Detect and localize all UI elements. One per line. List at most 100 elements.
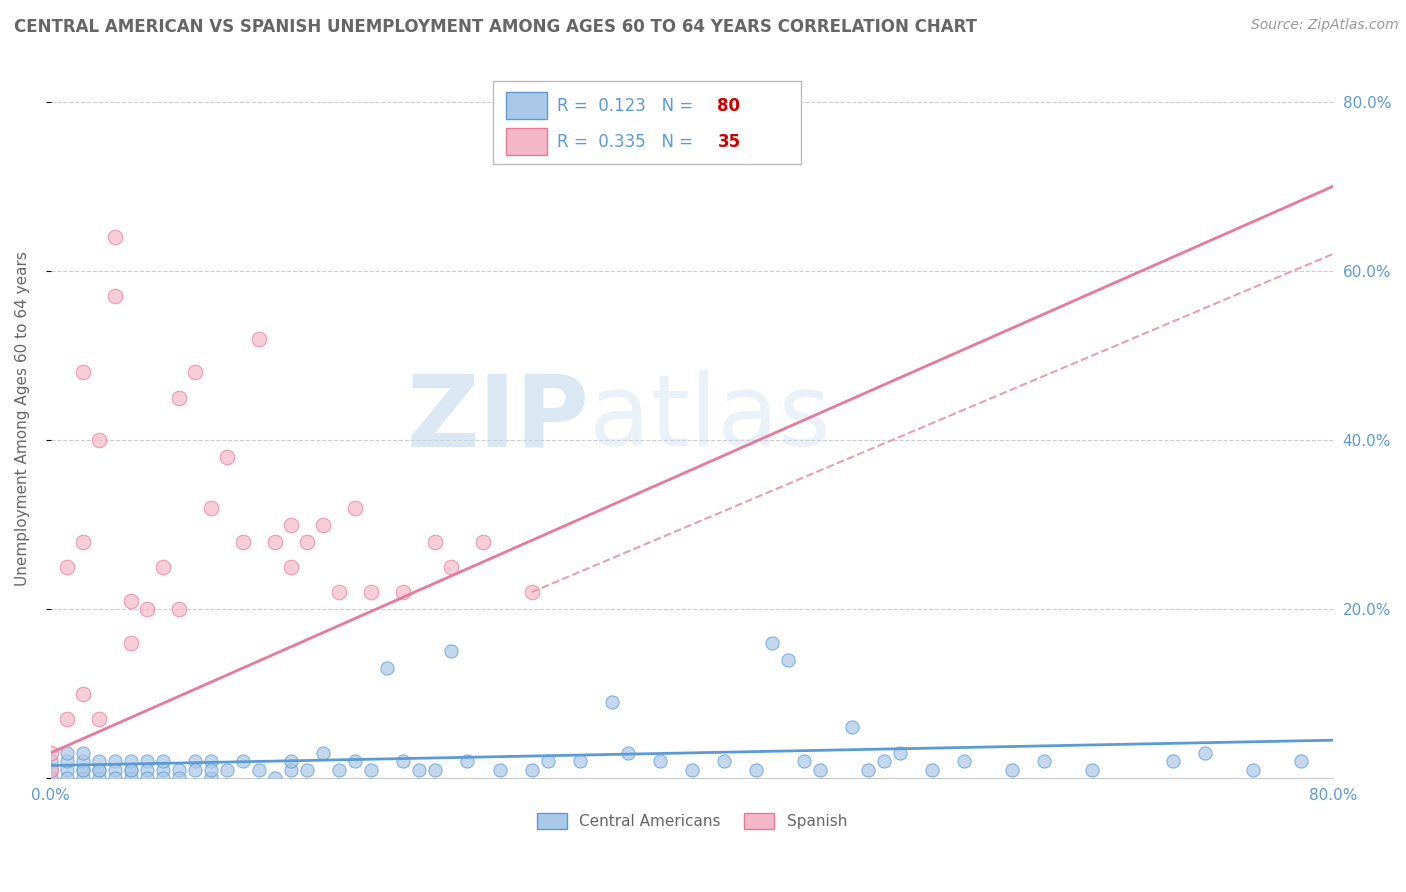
Point [681,763,703,777]
Point [104,289,127,303]
Point [72,366,94,380]
Point [425,534,447,549]
Legend: Central Americans, Spanish: Central Americans, Spanish [530,807,853,835]
Point [87,712,110,726]
Point [56,754,79,768]
Point [120,593,142,607]
Point [392,585,415,599]
Point [104,754,127,768]
Point [440,644,463,658]
Point [375,661,398,675]
Point [568,754,591,768]
Point [120,636,142,650]
Point [713,754,735,768]
Point [408,763,430,777]
Point [184,366,207,380]
FancyBboxPatch shape [506,128,547,155]
Point [456,754,478,768]
Point [793,754,815,768]
Point [56,746,79,760]
Point [328,585,350,599]
Point [104,763,127,777]
Point [167,763,190,777]
Point [56,712,79,726]
Point [841,721,863,735]
Point [392,754,415,768]
Text: 35: 35 [717,133,741,151]
Point [87,763,110,777]
Point [39,771,62,785]
Point [297,763,319,777]
Point [856,763,879,777]
Point [72,534,94,549]
Point [39,763,62,777]
Point [425,763,447,777]
Point [280,517,302,532]
Point [761,636,783,650]
Point [297,534,319,549]
Point [152,763,174,777]
Point [344,500,367,515]
Point [120,754,142,768]
Point [247,763,270,777]
Point [1289,754,1312,768]
Point [280,763,302,777]
Point [889,746,911,760]
Point [200,500,222,515]
Point [648,754,671,768]
Text: Source: ZipAtlas.com: Source: ZipAtlas.com [1251,18,1399,32]
Point [87,433,110,447]
Point [167,602,190,616]
Point [520,763,543,777]
FancyBboxPatch shape [506,92,547,120]
Point [1241,763,1264,777]
Text: R =  0.335   N =: R = 0.335 N = [557,133,699,151]
Point [1161,754,1184,768]
Point [488,763,510,777]
Point [136,771,159,785]
Point [104,771,127,785]
Text: 80: 80 [717,96,741,114]
Point [39,754,62,768]
Point [264,534,287,549]
Point [873,754,896,768]
Point [953,754,976,768]
Text: CENTRAL AMERICAN VS SPANISH UNEMPLOYMENT AMONG AGES 60 TO 64 YEARS CORRELATION C: CENTRAL AMERICAN VS SPANISH UNEMPLOYMENT… [14,18,977,36]
Point [39,746,62,760]
Point [136,763,159,777]
Point [232,534,254,549]
Point [104,230,127,244]
Point [600,695,623,709]
Point [344,754,367,768]
Point [184,763,207,777]
Point [1194,746,1216,760]
Point [808,763,831,777]
Point [56,559,79,574]
Point [152,771,174,785]
Point [280,754,302,768]
Y-axis label: Unemployment Among Ages 60 to 64 years: Unemployment Among Ages 60 to 64 years [15,252,30,586]
Point [280,559,302,574]
Point [87,771,110,785]
Point [152,559,174,574]
Point [167,771,190,785]
Point [217,763,239,777]
Point [72,771,94,785]
Point [520,585,543,599]
Text: atlas: atlas [589,370,831,467]
Point [136,754,159,768]
Point [72,687,94,701]
Point [616,746,638,760]
Point [167,391,190,405]
Point [232,754,254,768]
Point [152,754,174,768]
Point [87,754,110,768]
Point [56,771,79,785]
Point [536,754,558,768]
Point [200,754,222,768]
Point [120,771,142,785]
Point [440,559,463,574]
Point [120,763,142,777]
Point [56,763,79,777]
Point [312,746,335,760]
